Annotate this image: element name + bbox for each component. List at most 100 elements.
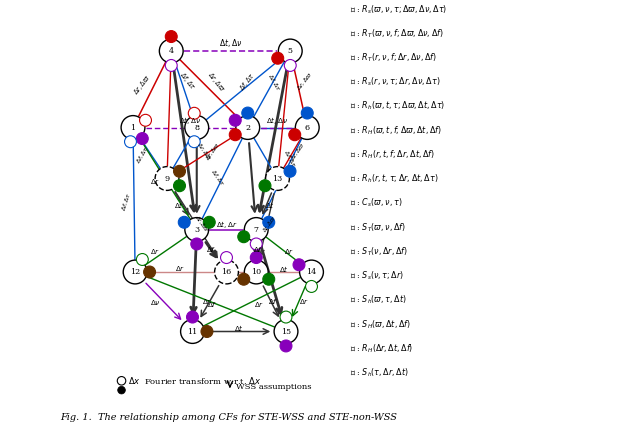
Circle shape [185, 116, 209, 139]
Circle shape [301, 107, 313, 119]
Circle shape [165, 31, 177, 42]
Text: $\Delta r,\Delta\varpi$: $\Delta r,\Delta\varpi$ [204, 141, 222, 162]
Text: ⑫ : $S_s(\nu,\tau;\Delta r)$: ⑫ : $S_s(\nu,\tau;\Delta r)$ [349, 269, 404, 282]
Text: $\Delta f,\Delta\tau$: $\Delta f,\Delta\tau$ [282, 149, 297, 169]
Circle shape [236, 116, 260, 139]
Text: ⑭ : $S_H(\varpi,\Delta t,\Delta f)$: ⑭ : $S_H(\varpi,\Delta t,\Delta f)$ [349, 318, 411, 331]
Text: 13: 13 [273, 175, 283, 182]
Text: 2: 2 [245, 124, 250, 131]
Circle shape [244, 218, 268, 241]
Text: $\Delta f,\Delta\tau$: $\Delta f,\Delta\tau$ [134, 144, 151, 165]
Circle shape [242, 107, 253, 119]
Circle shape [173, 165, 186, 177]
Text: $\Delta t,\Delta\nu$: $\Delta t,\Delta\nu$ [179, 115, 202, 126]
Circle shape [165, 60, 177, 71]
Text: $\Delta t$: $\Delta t$ [234, 323, 244, 333]
Text: 3: 3 [194, 226, 199, 233]
Text: 8: 8 [195, 124, 199, 131]
Circle shape [272, 52, 284, 64]
Circle shape [185, 218, 209, 241]
Circle shape [179, 216, 190, 228]
Text: $\Delta f,\Delta\tau$: $\Delta f,\Delta\tau$ [120, 190, 133, 212]
Text: WSS assumptions: WSS assumptions [236, 383, 312, 391]
Circle shape [180, 320, 204, 343]
Circle shape [238, 231, 250, 243]
Text: $\Delta t$: $\Delta t$ [265, 200, 275, 210]
Circle shape [229, 114, 241, 126]
Text: ⑪ : $S_T(\nu,\Delta r,\Delta f)$: ⑪ : $S_T(\nu,\Delta r,\Delta f)$ [349, 245, 408, 258]
Text: $\Delta r,\Delta\varpi$: $\Delta r,\Delta\varpi$ [205, 70, 227, 94]
Text: $\Delta r$: $\Delta r$ [299, 297, 309, 306]
Text: $\Delta r,\Delta\varpi$: $\Delta r,\Delta\varpi$ [131, 73, 154, 97]
Circle shape [136, 133, 148, 144]
Text: $\Delta r$: $\Delta r$ [150, 247, 161, 256]
Text: $\Delta t,\Delta\nu$: $\Delta t,\Delta\nu$ [219, 37, 243, 49]
Text: ⑥ : $R_H(\varpi,t,f;\Delta\varpi,\Delta t,\Delta f)$: ⑥ : $R_H(\varpi,t,f;\Delta\varpi,\Delta … [349, 124, 442, 137]
Circle shape [221, 252, 232, 264]
Circle shape [188, 136, 200, 147]
Circle shape [188, 108, 200, 119]
Text: $\Delta r$: $\Delta r$ [175, 264, 186, 273]
Text: ⑤ : $R_h(\varpi,t,\tau;\Delta\varpi,\Delta t,\Delta\tau)$: ⑤ : $R_h(\varpi,t,\tau;\Delta\varpi,\Del… [349, 100, 445, 113]
Text: $\Delta x$  Fourier transform w.r.t. $\Delta x$: $\Delta x$ Fourier transform w.r.t. $\De… [129, 375, 262, 386]
Text: $\Delta f,\Delta\tau$: $\Delta f,\Delta\tau$ [237, 70, 258, 93]
Circle shape [155, 167, 179, 190]
Text: ⑧ : $R_h(r,t,\tau;\Delta r,\Delta t,\Delta\tau)$: ⑧ : $R_h(r,t,\tau;\Delta r,\Delta t,\Del… [349, 173, 438, 185]
Text: $\Delta r,\Delta\varpi$: $\Delta r,\Delta\varpi$ [195, 141, 214, 162]
Circle shape [259, 180, 271, 192]
Text: $\Delta r$: $\Delta r$ [202, 297, 212, 306]
Text: $\Delta f,\Delta\tau$: $\Delta f,\Delta\tau$ [209, 168, 226, 187]
Text: ⑬ : $S_h(\varpi,\tau,\Delta t)$: ⑬ : $S_h(\varpi,\tau,\Delta t)$ [349, 294, 406, 306]
Text: 14: 14 [307, 268, 317, 276]
Circle shape [250, 238, 262, 250]
Circle shape [143, 266, 156, 278]
Text: 9: 9 [164, 175, 170, 182]
Text: ⑯ : $S_h(\tau,\Delta r,\Delta t)$: ⑯ : $S_h(\tau,\Delta r,\Delta t)$ [349, 366, 408, 379]
Text: 15: 15 [281, 328, 291, 335]
Text: 7: 7 [253, 226, 259, 233]
Circle shape [125, 136, 136, 147]
Circle shape [278, 39, 302, 63]
Text: 5: 5 [288, 47, 292, 55]
Circle shape [289, 129, 301, 141]
Circle shape [305, 280, 317, 292]
Text: ⑨ : $C_s(\varpi,\nu,\tau)$: ⑨ : $C_s(\varpi,\nu,\tau)$ [349, 197, 402, 210]
Text: $\Delta f$: $\Delta f$ [268, 297, 278, 306]
Text: $\Delta f$: $\Delta f$ [253, 245, 264, 254]
Text: $\Delta\nu$: $\Delta\nu$ [150, 298, 161, 307]
Text: 10: 10 [251, 268, 261, 276]
Text: $\Delta r$: $\Delta r$ [255, 300, 265, 309]
Text: ② : $R_T(\varpi,\nu,f;\Delta\varpi,\Delta\nu,\Delta f)$: ② : $R_T(\varpi,\nu,f;\Delta\varpi,\Delt… [349, 27, 444, 40]
Circle shape [214, 260, 239, 284]
Text: $\Delta t,\Delta r$: $\Delta t,\Delta r$ [216, 219, 237, 230]
Circle shape [159, 39, 183, 63]
Text: 11: 11 [188, 328, 198, 335]
Text: ③ : $R_T(r,\nu,f;\Delta r,\Delta\nu,\Delta f)$: ③ : $R_T(r,\nu,f;\Delta r,\Delta\nu,\Del… [349, 51, 436, 64]
Circle shape [121, 116, 145, 139]
Circle shape [186, 311, 198, 323]
Circle shape [280, 311, 292, 323]
Text: $\Delta f,\Delta\tau$: $\Delta f,\Delta\tau$ [177, 70, 198, 93]
Text: $\Delta r$: $\Delta r$ [150, 177, 160, 186]
Circle shape [250, 252, 262, 264]
Text: $\Delta r,\Delta\varpi$: $\Delta r,\Delta\varpi$ [193, 213, 211, 234]
Circle shape [201, 326, 213, 337]
Text: 1: 1 [131, 124, 136, 131]
Text: $\Delta f,\Delta\tau$: $\Delta f,\Delta\tau$ [266, 72, 283, 94]
Text: $\Delta r,\Delta\varpi$: $\Delta r,\Delta\varpi$ [261, 213, 278, 234]
Text: ⑩ : $S_T(\varpi,\nu,\Delta f)$: ⑩ : $S_T(\varpi,\nu,\Delta f)$ [349, 221, 406, 234]
Circle shape [263, 273, 275, 285]
Text: $\Delta r,\Delta\varpi$: $\Delta r,\Delta\varpi$ [295, 71, 314, 93]
Text: $\Delta t,\Delta\nu$: $\Delta t,\Delta\nu$ [266, 115, 289, 126]
Circle shape [284, 165, 296, 177]
Circle shape [173, 180, 186, 192]
Text: $\Delta f$: $\Delta f$ [205, 245, 216, 254]
Text: 6: 6 [305, 124, 310, 131]
Circle shape [124, 260, 147, 284]
Text: $\Delta t$: $\Delta t$ [279, 264, 289, 274]
Text: $\Delta t$: $\Delta t$ [174, 200, 184, 210]
Circle shape [238, 273, 250, 285]
Circle shape [293, 259, 305, 271]
Circle shape [295, 116, 319, 139]
Circle shape [244, 260, 268, 284]
